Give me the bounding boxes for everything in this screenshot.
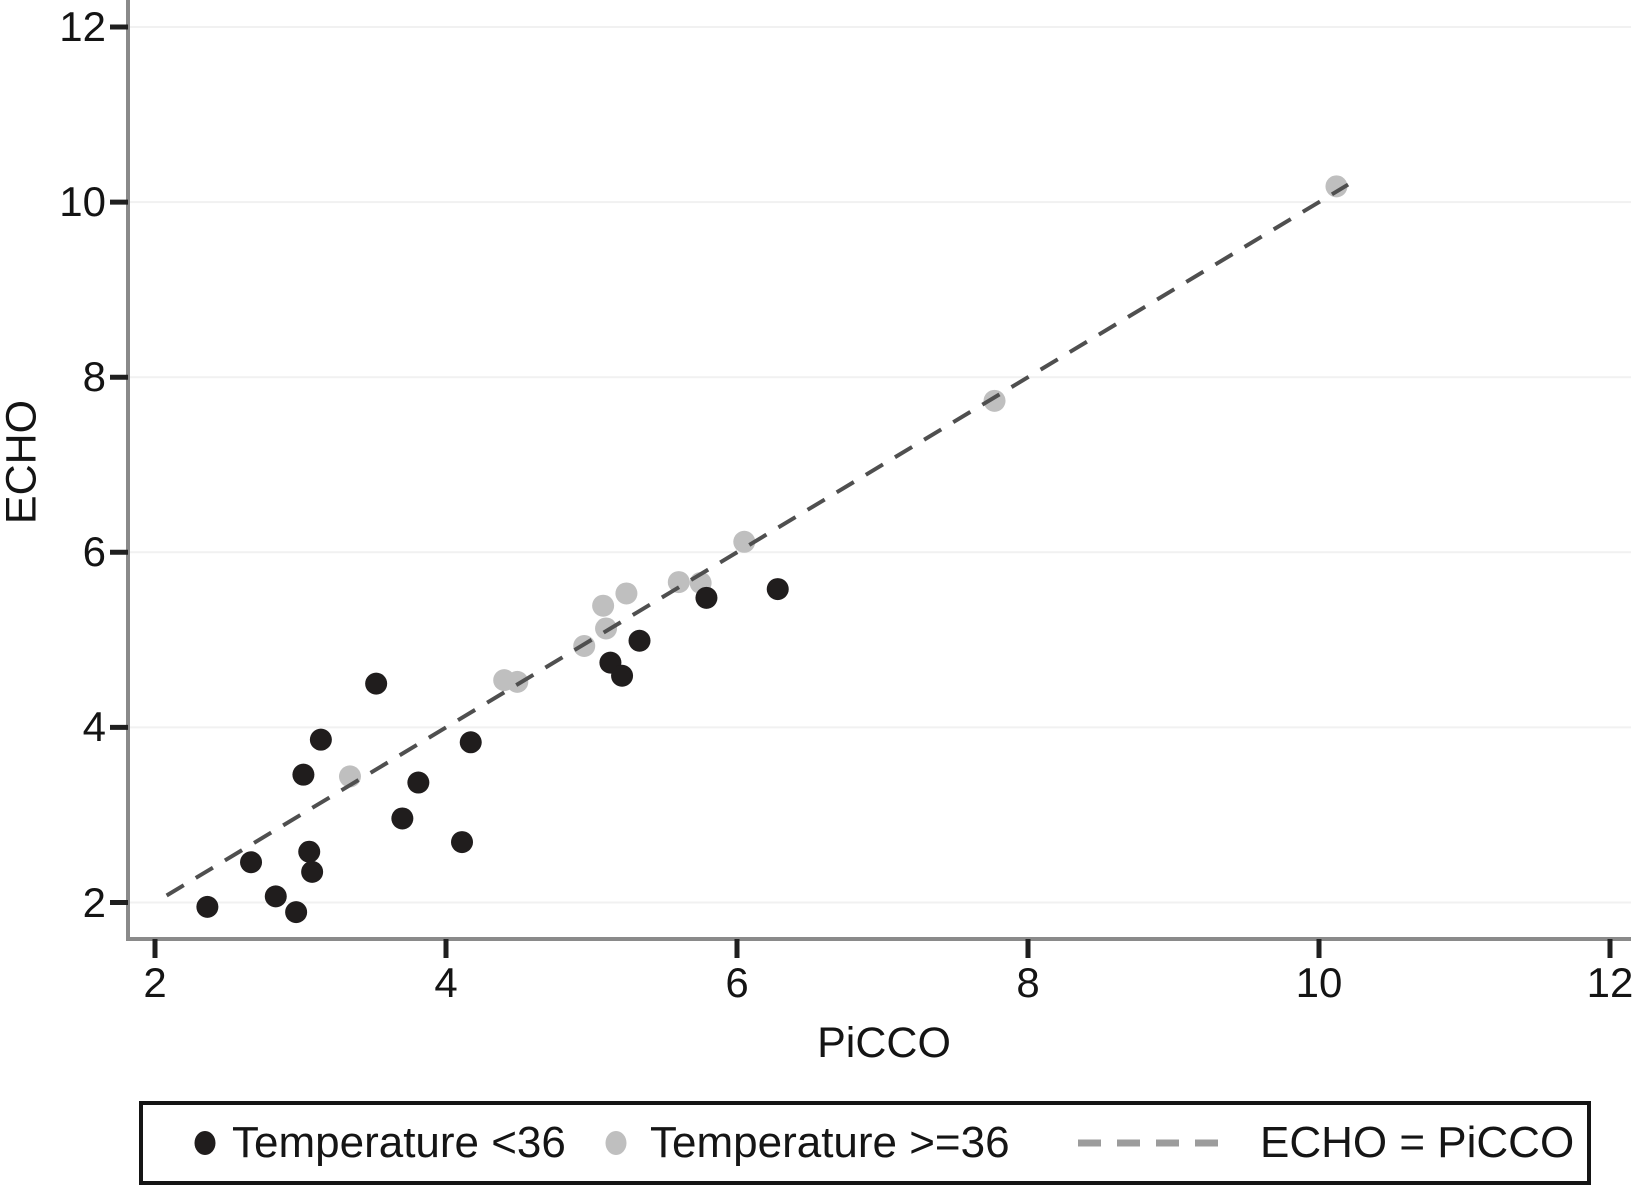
data-point-temp-lt36 bbox=[391, 807, 414, 830]
legend-marker-gray-dot-icon bbox=[605, 1131, 627, 1155]
data-point-temp-ge36 bbox=[615, 582, 638, 605]
data-point-temp-lt36 bbox=[451, 831, 474, 854]
y-tick-label: 12 bbox=[59, 3, 106, 50]
y-tick-label: 2 bbox=[82, 878, 106, 926]
data-point-temp-lt36 bbox=[196, 895, 219, 918]
data-point-temp-lt36 bbox=[766, 578, 789, 601]
data-point-temp-ge36 bbox=[592, 594, 615, 617]
legend-box: Temperature <36 Temperature >=36 ECHO = … bbox=[139, 1101, 1591, 1185]
legend-label-identity-line: ECHO = PiCCO bbox=[1260, 1118, 1575, 1167]
x-tick-label: 4 bbox=[434, 959, 458, 1006]
identity-line bbox=[165, 182, 1350, 898]
x-axis-title: PiCCO bbox=[817, 1019, 951, 1067]
x-tick-label: 6 bbox=[725, 959, 749, 1006]
data-point-temp-lt36 bbox=[298, 840, 321, 863]
data-point-temp-lt36 bbox=[285, 901, 308, 924]
x-tick-label: 12 bbox=[1586, 959, 1634, 1006]
data-point-temp-lt36 bbox=[301, 860, 324, 883]
y-axis-title: ECHO bbox=[0, 399, 46, 525]
y-tick-label: 6 bbox=[82, 528, 106, 576]
data-point-temp-lt36 bbox=[264, 885, 287, 908]
legend-marker-dark-dot-icon bbox=[194, 1131, 216, 1155]
data-point-temp-lt36 bbox=[695, 586, 718, 609]
data-point-temp-ge36 bbox=[1325, 175, 1348, 198]
y-tick-label: 8 bbox=[82, 353, 106, 401]
data-point-temp-lt36 bbox=[240, 851, 263, 874]
x-tick-label: 10 bbox=[1295, 959, 1343, 1006]
data-point-temp-ge36 bbox=[506, 670, 529, 693]
data-point-temp-ge36 bbox=[667, 571, 690, 594]
data-point-temp-lt36 bbox=[292, 763, 315, 786]
x-tick-label: 8 bbox=[1016, 959, 1040, 1006]
y-tick-label: 10 bbox=[59, 178, 106, 226]
data-point-temp-lt36 bbox=[628, 629, 651, 652]
data-point-temp-ge36 bbox=[595, 617, 618, 640]
y-tick-label: 4 bbox=[82, 703, 106, 751]
data-point-temp-lt36 bbox=[365, 672, 388, 695]
legend-marker-dashed-line-icon bbox=[1078, 1139, 1234, 1147]
x-tick-label: 2 bbox=[143, 959, 167, 1006]
legend-label-temp-lt36: Temperature <36 bbox=[232, 1118, 566, 1167]
data-point-temp-lt36 bbox=[611, 664, 634, 687]
data-point-temp-lt36 bbox=[309, 728, 332, 751]
legend-label-temp-ge36: Temperature >=36 bbox=[650, 1118, 1010, 1167]
data-point-temp-lt36 bbox=[459, 731, 482, 754]
data-point-temp-ge36 bbox=[733, 530, 756, 553]
data-point-temp-lt36 bbox=[407, 771, 430, 794]
